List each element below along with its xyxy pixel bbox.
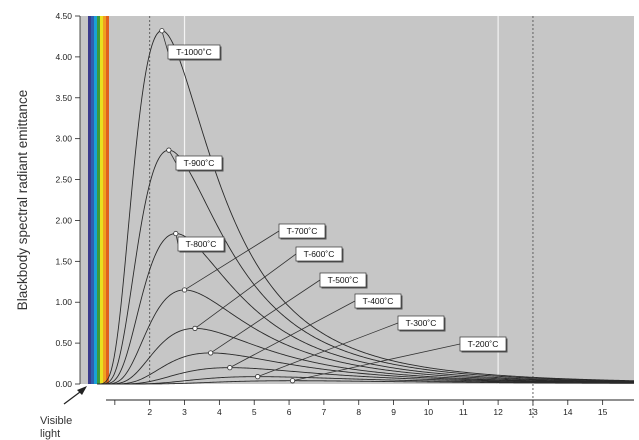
x-tick-label: 6 (287, 407, 292, 417)
peak-marker (173, 230, 179, 237)
series-label-box (295, 246, 343, 262)
visible-band-stripe (106, 16, 109, 384)
x-tick-label: 13 (528, 407, 538, 417)
visible-light-arrow-head (77, 386, 87, 395)
series-curve (97, 380, 634, 385)
series-curve (97, 352, 635, 385)
x-tick-label: 14 (563, 407, 573, 417)
y-tick-label: 2.50 (55, 175, 72, 185)
x-tick-label: 7 (322, 407, 327, 417)
label-leader-line (210, 279, 321, 354)
series-label: T-700˚C (287, 226, 318, 236)
series-label-box (397, 315, 445, 331)
peak-marker (289, 378, 296, 384)
y-axis: 0.00 0.50 1.00 1.50 2.00 2.50 3.00 3.50 4.00 4.50 (55, 11, 81, 389)
series-curve (97, 327, 635, 385)
x-tick-label: 11 (459, 407, 468, 417)
visible-band-stripe (88, 16, 91, 384)
series-curve (97, 367, 635, 385)
series-label: T-500˚C (328, 275, 359, 285)
x-tick-label: 15 (598, 407, 608, 417)
series-label-box (278, 223, 326, 239)
gridlines (149, 16, 534, 420)
peak-marker (159, 28, 165, 34)
label-leader-line (229, 300, 356, 368)
y-tick-label: 0.50 (55, 338, 72, 348)
label-leader-line (194, 253, 297, 329)
series-label: T-800˚C (186, 239, 217, 249)
x-tick-label: 9 (391, 407, 396, 417)
x-tick-label: 2 (147, 407, 152, 417)
y-axis-title: Blackbody spectral radiant emittance (15, 90, 30, 311)
y-tick-label: 2.00 (55, 215, 72, 225)
visible-light-label-line1: Visible (40, 415, 72, 427)
visible-band-stripe (91, 16, 94, 384)
series-label: T-300˚C (406, 318, 437, 328)
y-tick-label: 3.50 (55, 93, 72, 103)
series-label: T-400˚C (363, 296, 394, 306)
series-label: T-600˚C (304, 249, 335, 259)
peak-marker (227, 365, 233, 371)
visible-band-stripe (100, 16, 103, 384)
label-leader-line (257, 322, 399, 378)
x-tick-label: 8 (356, 407, 361, 417)
label-leader-line (161, 30, 169, 53)
plot-area (80, 16, 634, 384)
peak-marker (208, 350, 214, 356)
peak-marker (181, 287, 188, 293)
series-label: T-900˚C (184, 158, 215, 168)
peak-marker (192, 325, 198, 331)
series-label: T-200˚C (468, 339, 499, 349)
x-axis: 2 3 4 5 6 7 8 9 10 11 12 13 14 15 (106, 399, 634, 417)
series-labels: T-1000˚C T-900˚C T-800˚C T-700˚C T-600˚C T-50… (167, 44, 508, 353)
x-tick-label: 3 (182, 407, 187, 417)
y-tick-label: 1.00 (55, 297, 72, 307)
series-label-box (167, 44, 221, 60)
series-curve (97, 30, 635, 385)
visible-band-stripe (103, 16, 106, 384)
series-label-box (319, 272, 367, 288)
x-tick-label: 10 (424, 407, 434, 417)
label-leader-line (184, 230, 280, 291)
y-tick-label: 4.50 (55, 11, 72, 21)
series-label-box (354, 293, 402, 309)
visible-light-band (88, 16, 109, 384)
x-tick-label: 12 (493, 407, 503, 417)
y-tick-label: 1.50 (55, 256, 72, 266)
visible-band-stripe (97, 16, 100, 384)
series-label: T-1000˚C (176, 47, 211, 57)
peak-markers (159, 28, 296, 384)
x-tick-label: 5 (252, 407, 257, 417)
series-label-box (459, 336, 507, 352)
series-label-box (175, 155, 223, 171)
label-leader-line (292, 343, 461, 382)
series-label-box (177, 236, 225, 252)
y-tick-label: 3.00 (55, 134, 72, 144)
visible-light-annotation: Visible light (40, 386, 87, 440)
visible-band-stripe (94, 16, 97, 384)
x-tick-label: 4 (217, 407, 222, 417)
peak-marker (255, 374, 261, 380)
peak-marker (166, 147, 172, 153)
y-tick-label: 4.00 (55, 52, 72, 62)
visible-light-label-line2: light (40, 428, 60, 440)
y-tick-label: 0.00 (55, 379, 72, 389)
